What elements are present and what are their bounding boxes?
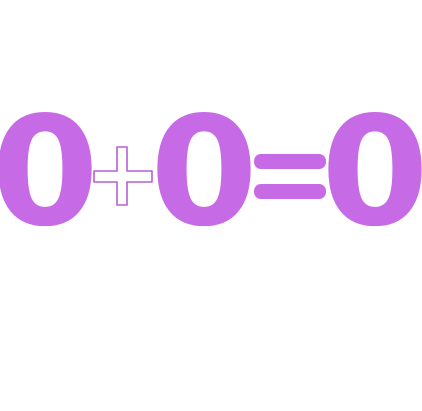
second-operand: 0	[150, 85, 258, 260]
result: 0	[321, 85, 422, 260]
equals-bottom-bar	[254, 184, 326, 199]
first-zero: 0	[0, 85, 99, 260]
equals-icon	[254, 154, 326, 199]
result-zero: 0	[321, 85, 422, 260]
second-zero: 0	[150, 85, 258, 260]
equals-top-bar	[254, 154, 326, 169]
plus-icon	[93, 146, 153, 206]
plus-shape	[93, 146, 153, 206]
first-operand: 0	[0, 85, 99, 260]
